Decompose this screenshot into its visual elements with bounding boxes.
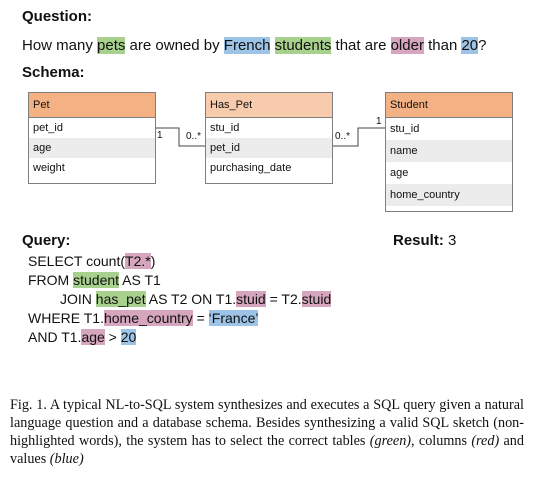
- query-token: AND T1.: [28, 329, 82, 345]
- table-has-pet: Has_Pet stu_id pet_id purchasing_date: [205, 92, 333, 184]
- cardinality-label: 1: [376, 116, 382, 127]
- figure-caption: Fig. 1. A typical NL-to-SQL system synth…: [10, 396, 524, 468]
- table-pet-column: weight: [33, 162, 65, 174]
- question-text: How many pets are owned by French studen…: [22, 37, 487, 54]
- query-token: FROM: [28, 272, 74, 288]
- table-pet-column: age: [29, 138, 155, 158]
- caption-text: , columns: [411, 433, 472, 449]
- question-part-table: pets: [97, 37, 126, 54]
- query-line: AND T1.age > 20: [28, 329, 137, 345]
- table-pet-header: Pet: [29, 93, 155, 118]
- question-part: How many: [22, 37, 98, 54]
- table-has-pet-column: pet_id: [206, 138, 332, 158]
- caption-text: and values: [10, 433, 524, 467]
- table-pet-column: pet_id: [33, 122, 63, 134]
- query-token-value: 20: [120, 329, 137, 345]
- query-token-table: student: [73, 272, 120, 288]
- connector-pet-haspet: [154, 127, 205, 147]
- query-token-column: home_country: [103, 310, 193, 326]
- question-part: than: [423, 37, 462, 54]
- caption-green: (green): [369, 433, 412, 449]
- table-student-header: Student: [386, 93, 512, 118]
- question-part-column: older: [390, 37, 424, 54]
- connector-haspet-student: [331, 127, 385, 147]
- question-part: that are: [331, 37, 391, 54]
- question-part-table: students: [274, 37, 332, 54]
- query-token: SELECT count(: [28, 253, 126, 269]
- table-student-column: home_country: [386, 184, 512, 206]
- caption-red: (red): [471, 433, 500, 449]
- table-has-pet-column: purchasing_date: [210, 162, 292, 174]
- result: Result: 3: [393, 232, 456, 249]
- query-token-column: stuid: [236, 291, 266, 307]
- table-student-column: stu_id: [390, 123, 420, 135]
- cardinality-label: 0..*: [186, 131, 202, 142]
- table-pet: Pet pet_id age weight: [28, 92, 156, 184]
- query-token: AS T1: [119, 272, 161, 288]
- table-student: Student stu_id name age home_country: [385, 92, 513, 212]
- query-label: Query:: [22, 232, 71, 249]
- query-token-table: has_pet: [95, 291, 146, 307]
- query-token: WHERE T1.: [28, 310, 104, 326]
- query-token-column: T2.*: [125, 253, 151, 269]
- query-token-column: age: [81, 329, 105, 345]
- schema-label: Schema:: [22, 64, 85, 81]
- result-value: 3: [448, 232, 457, 249]
- table-has-pet-column: stu_id: [210, 122, 240, 134]
- query-token: >: [104, 329, 121, 345]
- result-label: Result:: [393, 232, 444, 249]
- query-token: = T2.: [265, 291, 302, 307]
- question-part: are owned by: [125, 37, 224, 54]
- query-line: WHERE T1.home_country = ‘France’: [28, 310, 259, 326]
- cardinality-label: 1: [157, 130, 163, 141]
- query-token: ): [150, 253, 156, 269]
- query-line: JOIN has_pet AS T2 ON T1.stuid = T2.stui…: [60, 291, 332, 307]
- query-line: SELECT count(T2.*): [28, 253, 155, 269]
- question-part: ?: [478, 37, 487, 54]
- cardinality-label: 0..*: [335, 131, 351, 142]
- query-token: =: [192, 310, 209, 326]
- query-line: FROM student AS T1: [28, 272, 161, 288]
- table-student-column: name: [386, 140, 512, 162]
- query-token-value: ‘France’: [208, 310, 259, 326]
- query-token: AS T2 ON T1.: [145, 291, 237, 307]
- query-token: JOIN: [60, 291, 96, 307]
- table-has-pet-header: Has_Pet: [206, 93, 332, 118]
- caption-text: Fig. 1. A typical NL-to-SQL system synth…: [10, 397, 524, 449]
- question-label: Question:: [22, 8, 92, 25]
- question-part-value: French: [223, 37, 271, 54]
- query-token-column: stuid: [301, 291, 332, 307]
- caption-blue: (blue): [49, 451, 84, 467]
- question-part-value: 20: [461, 37, 479, 54]
- table-student-column: age: [390, 167, 409, 179]
